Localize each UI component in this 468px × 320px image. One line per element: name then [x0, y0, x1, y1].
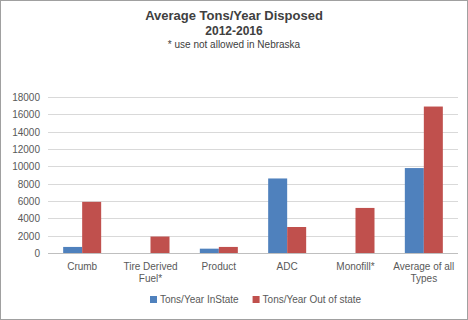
legend-label: Tons/Year InState — [160, 294, 239, 305]
grid-line — [48, 97, 458, 98]
y-tick-label: 8000 — [18, 179, 41, 190]
bar — [200, 249, 219, 253]
title: Average Tons/Year Disposed — [145, 8, 323, 23]
bar — [405, 168, 424, 253]
label-line: Monofill* — [336, 261, 374, 272]
label-line: Fuel* — [139, 273, 162, 284]
legend-swatch — [150, 296, 157, 303]
bar — [337, 253, 356, 254]
x-tick-label: Average of allTypes — [393, 261, 454, 284]
x-tick-label: Monofill* — [336, 261, 374, 272]
grid-line — [48, 114, 458, 115]
label-line: Tire Derived — [123, 261, 177, 272]
grid-line — [48, 236, 458, 237]
y-tick-label: 12000 — [12, 144, 40, 155]
grid-line — [48, 184, 458, 185]
x-tick-label: Crumb — [67, 261, 97, 272]
label-line: Average of all — [393, 261, 454, 272]
label-line: Crumb — [67, 261, 97, 272]
label-line: Product — [202, 261, 237, 272]
x-tick-label: Tire DerivedFuel* — [123, 261, 177, 284]
bar — [219, 247, 238, 253]
bar — [287, 227, 306, 253]
grid-line — [48, 253, 458, 254]
y-tick-label: 4000 — [18, 213, 41, 224]
bar — [151, 237, 170, 253]
x-tick-label: Product — [202, 261, 237, 272]
y-tick-label: 16000 — [12, 109, 40, 120]
bars — [63, 107, 443, 253]
y-tick-label: 18000 — [12, 92, 40, 103]
legend-label: Tons/Year Out of state — [263, 294, 362, 305]
bar — [63, 247, 82, 253]
bar — [424, 107, 443, 253]
y-tick-label: 14000 — [12, 127, 40, 138]
grid-line — [48, 218, 458, 219]
y-tick-label: 2000 — [18, 231, 41, 242]
x-tick-label: ADC — [277, 261, 298, 272]
bar — [356, 208, 375, 253]
subtitle: 2012-2016 — [205, 24, 263, 38]
bar — [82, 202, 101, 253]
y-tick-label: 6000 — [18, 196, 41, 207]
legend-swatch — [253, 296, 260, 303]
grid-line — [48, 166, 458, 167]
label-line: Types — [410, 273, 437, 284]
y-tick-label: 10000 — [12, 161, 40, 172]
chart: Average Tons/Year Disposed2012-2016* use… — [0, 0, 468, 320]
x-axis — [48, 253, 458, 254]
chart-border — [1, 1, 468, 320]
bar — [268, 178, 287, 253]
grid-line — [48, 201, 458, 202]
grid-line — [48, 149, 458, 150]
label-line: ADC — [277, 261, 298, 272]
grid-line — [48, 132, 458, 133]
annotation: * use not allowed in Nebraska — [168, 39, 301, 50]
y-tick-label: 0 — [34, 248, 40, 259]
bar — [132, 253, 151, 254]
